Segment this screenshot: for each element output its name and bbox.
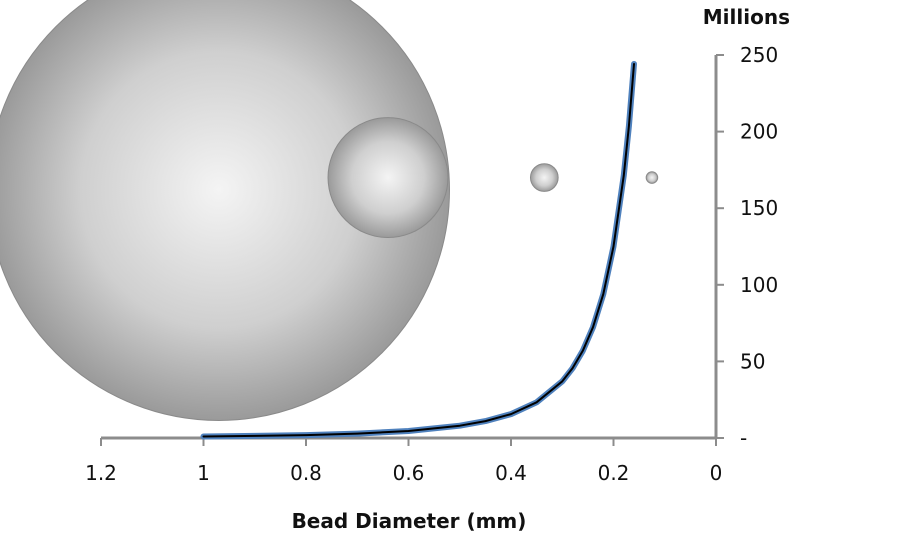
y-tick-label: 50 — [740, 349, 765, 373]
bead-circle — [529, 163, 559, 192]
y-axis-ticks: - 50 100 150 200 250 — [716, 43, 778, 450]
y-axis-unit-label: Millions — [703, 5, 790, 29]
x-tick-label: 0.4 — [495, 461, 527, 485]
y-tick-label: 150 — [740, 196, 778, 220]
bead-illustrations — [0, 0, 659, 421]
bead-circle — [645, 171, 659, 184]
x-tick-label: 1 — [197, 461, 210, 485]
bead-circle — [327, 117, 449, 239]
series-layer — [200, 61, 637, 440]
y-tick-label: 100 — [740, 273, 778, 297]
x-tick-label: 0.8 — [290, 461, 322, 485]
x-tick-label: 0.2 — [598, 461, 630, 485]
y-tick-label: 200 — [740, 120, 778, 144]
bead-circle — [0, 0, 450, 421]
x-axis-title: Bead Diameter (mm) — [292, 509, 527, 533]
series-line — [202, 63, 635, 438]
y-tick-label: 250 — [740, 43, 778, 67]
y-tick-label: - — [740, 426, 747, 450]
x-tick-label: 0 — [710, 461, 723, 485]
x-tick-label: 1.2 — [85, 461, 117, 485]
x-axis-ticks: 1.2 1 0.8 0.6 0.4 0.2 0 — [85, 438, 722, 485]
x-tick-label: 0.6 — [393, 461, 425, 485]
